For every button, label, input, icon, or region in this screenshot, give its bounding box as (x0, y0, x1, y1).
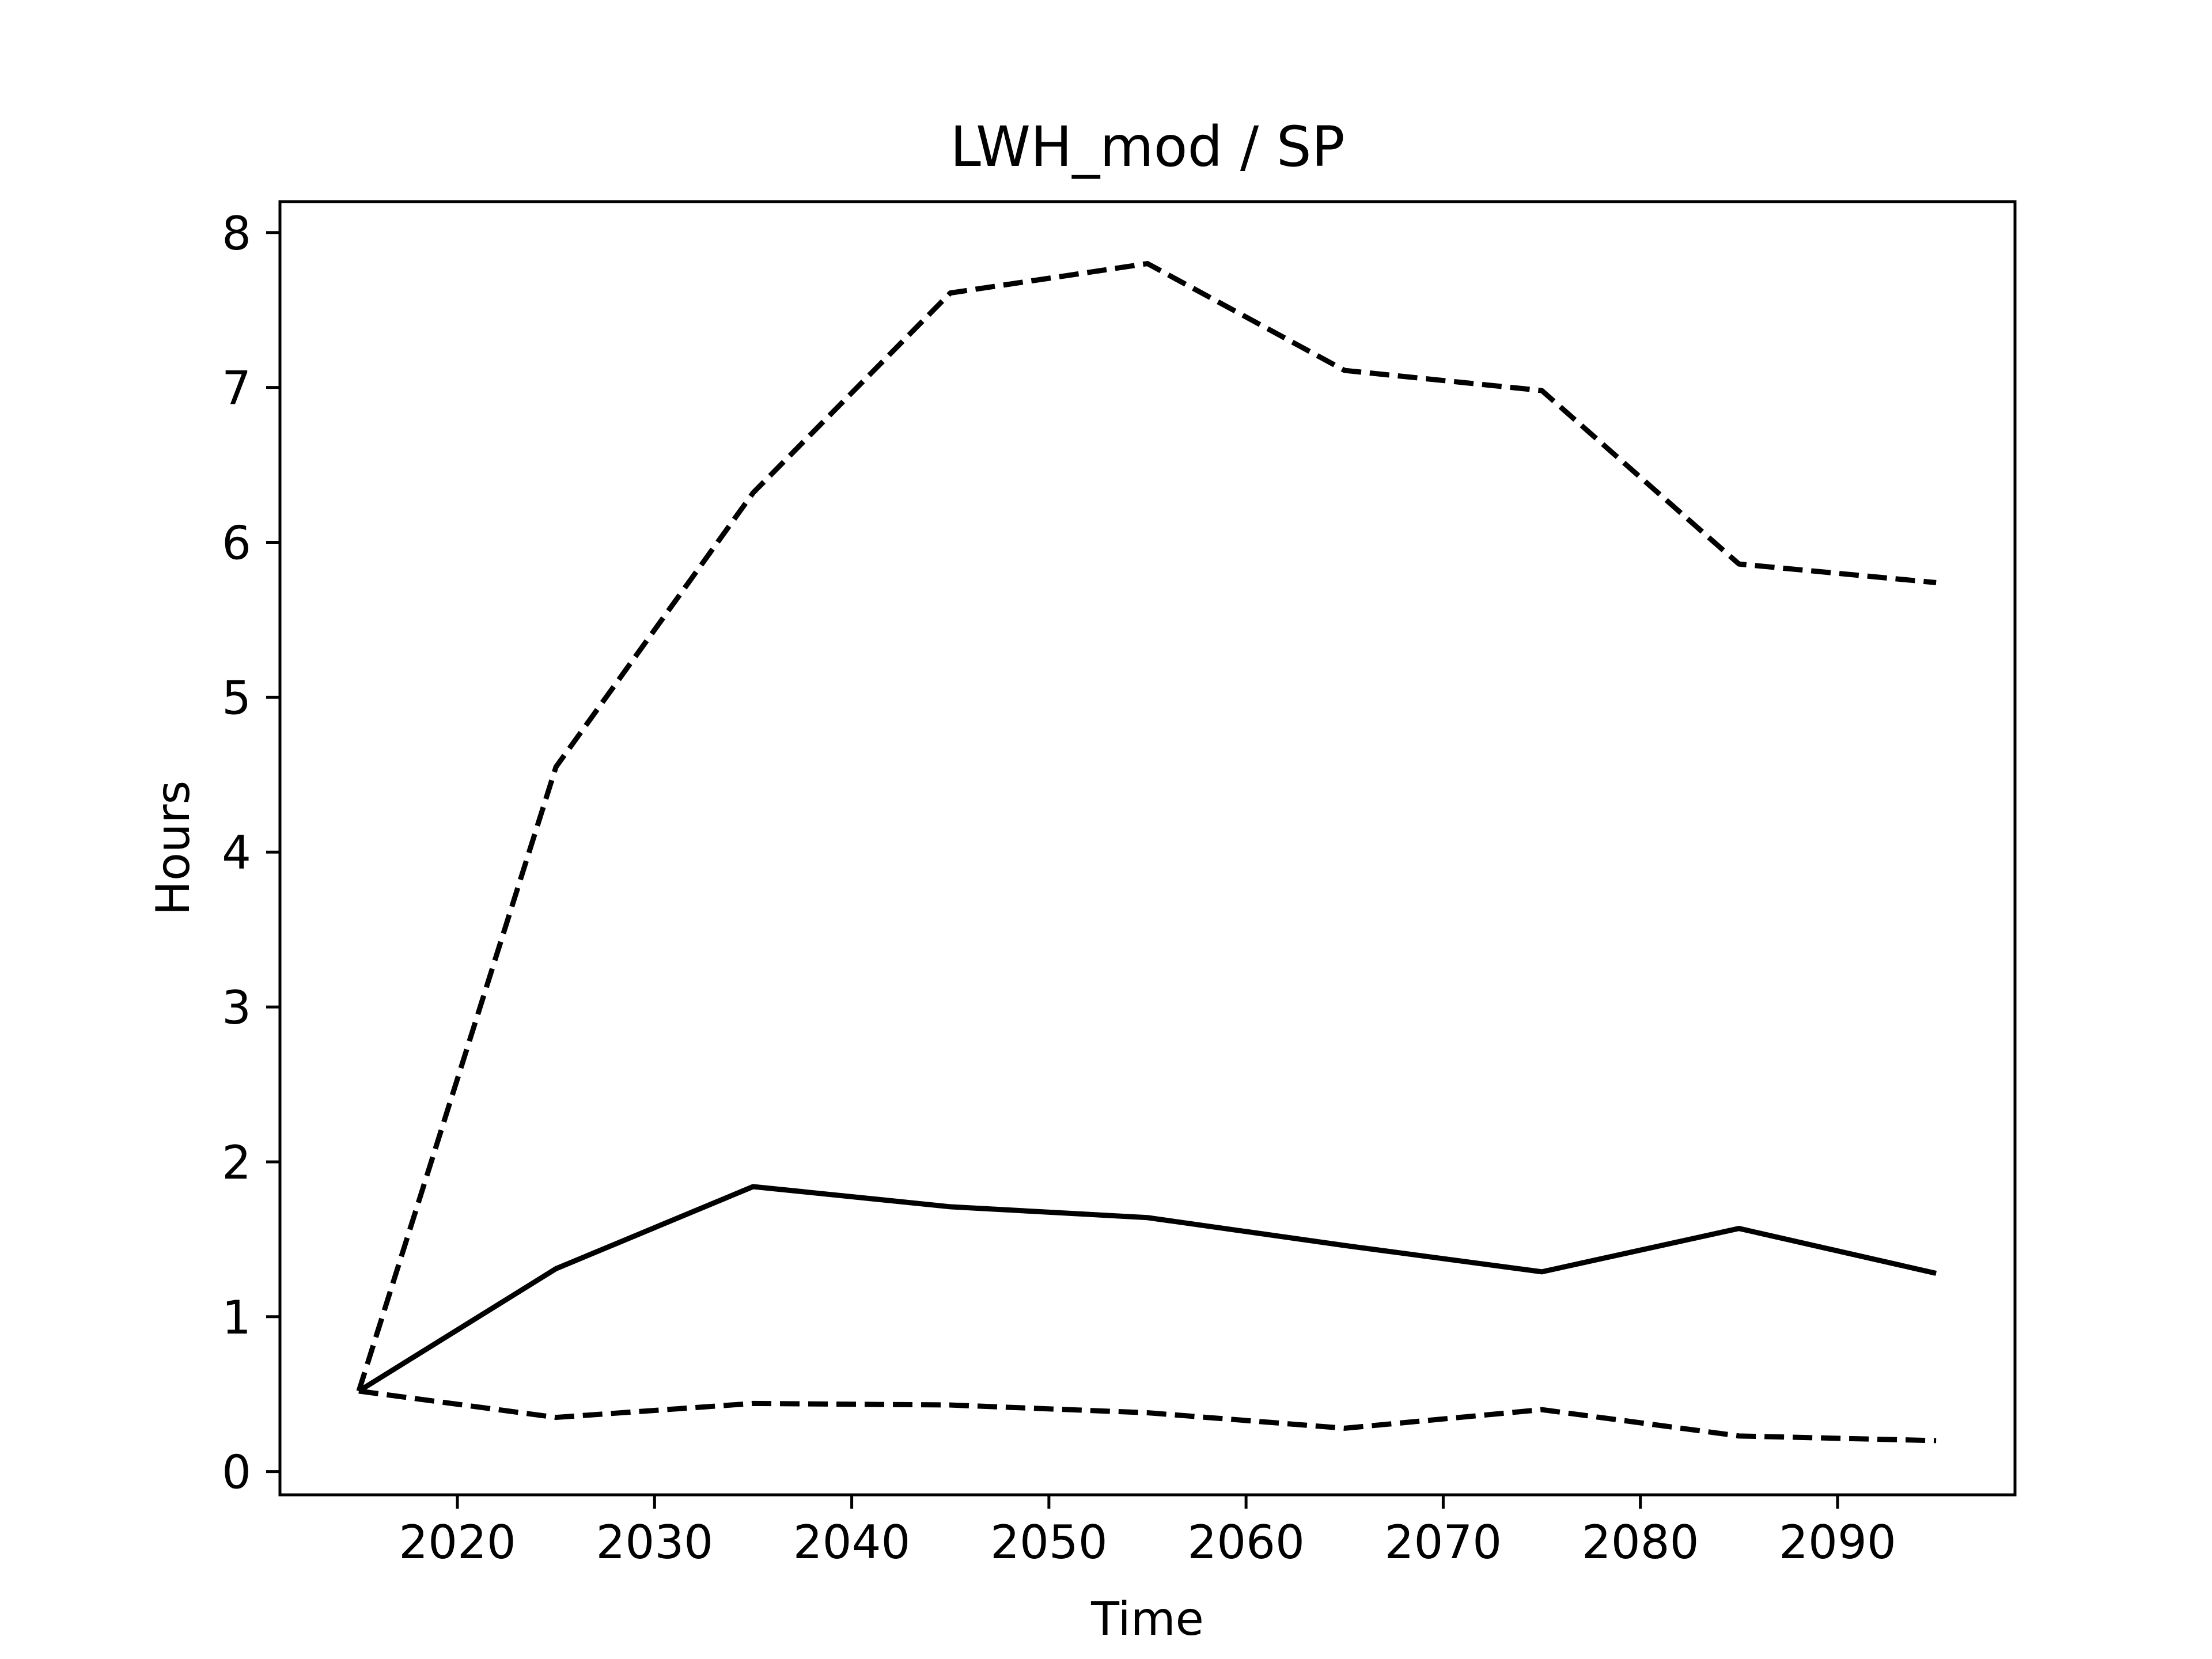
series-line-1 (357, 1184, 1937, 1393)
y-tick-label: 3 (222, 981, 251, 1035)
x-tick-label: 2030 (596, 1516, 714, 1569)
x-tick-label: 2060 (1187, 1516, 1305, 1569)
y-axis-ticks: 0 1 2 3 4 5 6 7 8 (222, 207, 280, 1499)
x-tick-label: 2040 (793, 1516, 911, 1569)
plot-frame (278, 200, 2017, 1497)
x-tick-label: 2020 (399, 1516, 516, 1569)
y-tick-label: 6 (222, 516, 251, 570)
series-layer (356, 261, 1937, 1444)
x-axis-label: Time (1090, 1592, 1204, 1646)
y-axis-label: Hours (146, 781, 200, 915)
x-tick-label: 2070 (1385, 1516, 1502, 1569)
y-tick-label: 1 (222, 1291, 251, 1344)
series-line-2 (356, 261, 1937, 1392)
y-tick-label: 7 (222, 362, 251, 415)
y-tick-label: 0 (222, 1446, 251, 1499)
x-tick-label: 2090 (1779, 1516, 1896, 1569)
x-axis-ticks: 2020 2030 2040 2050 2060 2070 2080 2090 (399, 1495, 1896, 1569)
y-tick-label: 4 (222, 826, 251, 880)
x-tick-label: 2050 (990, 1516, 1108, 1569)
x-tick-label: 2080 (1582, 1516, 1699, 1569)
y-tick-label: 2 (222, 1136, 251, 1190)
y-tick-label: 8 (222, 207, 251, 260)
chart-title: LWH_mod / SP (950, 115, 1344, 179)
series-line-3 (358, 1388, 1937, 1444)
y-tick-label: 5 (222, 671, 251, 725)
